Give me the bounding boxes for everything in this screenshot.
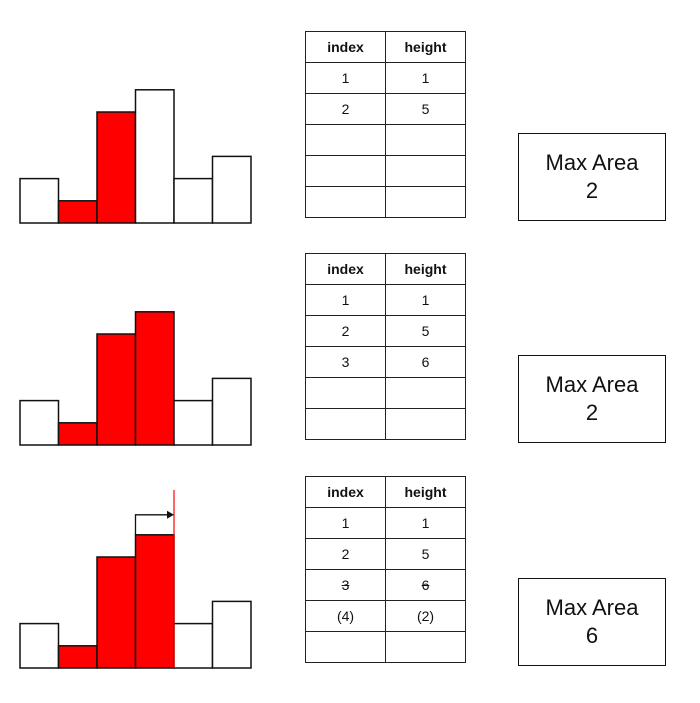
- cell-height: 1: [385, 284, 466, 316]
- header-index: index: [305, 476, 386, 508]
- cell-index: (4): [305, 600, 386, 632]
- histogram: [19, 311, 252, 446]
- histogram-bar: [173, 399, 214, 446]
- histogram-bar: [211, 600, 252, 669]
- histogram-bar: [19, 177, 60, 224]
- histogram-bar-highlighted: [57, 200, 98, 224]
- cell-index: 2: [305, 538, 386, 570]
- cell-index: 1: [305, 62, 386, 94]
- cell-height: 5: [385, 538, 466, 570]
- cell-index: [305, 155, 386, 187]
- histogram-bar-highlighted: [134, 311, 175, 446]
- cell-index: 1: [305, 507, 386, 539]
- max-area-label: Max Area: [545, 595, 639, 620]
- cell-height: (2): [385, 600, 466, 632]
- header-height: height: [385, 476, 466, 508]
- width-arrow-icon: [134, 510, 174, 535]
- table-row: [305, 377, 466, 409]
- histogram-bar-highlighted: [96, 333, 137, 446]
- histogram-bar-highlighted: [96, 556, 137, 669]
- cell-index: 3: [305, 569, 386, 601]
- cell-height: 6: [385, 346, 466, 378]
- table-row: [305, 186, 466, 218]
- histogram: [19, 490, 252, 669]
- max-area-value: 2: [585, 400, 599, 425]
- max-area-label: Max Area: [545, 372, 639, 397]
- histogram: [19, 89, 252, 224]
- histogram-bar: [211, 377, 252, 446]
- table-row: [305, 155, 466, 187]
- header-index: index: [305, 31, 386, 63]
- table-row: [305, 124, 466, 156]
- histogram-bar: [211, 155, 252, 224]
- cell-height: 1: [385, 507, 466, 539]
- cell-height: [385, 631, 466, 663]
- cell-height: 6: [385, 569, 466, 601]
- max-area-box: Max Area 6: [518, 578, 666, 666]
- histogram-bar-highlighted: [57, 422, 98, 446]
- histogram-bar-highlighted: [134, 534, 175, 669]
- histogram-bar: [19, 622, 60, 669]
- histogram-bar: [134, 89, 175, 224]
- cell-height: 5: [385, 315, 466, 347]
- cell-index: 1: [305, 284, 386, 316]
- histogram-bar-highlighted: [57, 645, 98, 669]
- table-row: (4) (2): [305, 600, 466, 632]
- cell-index: 2: [305, 315, 386, 347]
- table-row: [305, 408, 466, 440]
- cell-index: [305, 186, 386, 218]
- cell-height: [385, 377, 466, 409]
- header-index: index: [305, 253, 386, 285]
- cell-height: [385, 155, 466, 187]
- max-area-value: 2: [585, 178, 599, 203]
- max-area-value: 6: [585, 623, 599, 648]
- max-area-label: Max Area: [545, 150, 639, 175]
- table-row: [305, 631, 466, 663]
- cell-index: 3: [305, 346, 386, 378]
- cell-index: [305, 408, 386, 440]
- max-area-box: Max Area 2: [518, 355, 666, 443]
- cell-index: [305, 631, 386, 663]
- histogram-bar: [19, 399, 60, 446]
- histogram-bar: [173, 622, 214, 669]
- cell-height: 5: [385, 93, 466, 125]
- cell-index: [305, 124, 386, 156]
- histogram-bar: [173, 177, 214, 224]
- cell-index: [305, 377, 386, 409]
- cell-height: [385, 124, 466, 156]
- max-area-box: Max Area 2: [518, 133, 666, 221]
- cell-index: 2: [305, 93, 386, 125]
- header-height: height: [385, 31, 466, 63]
- cell-height: 1: [385, 62, 466, 94]
- cell-height: [385, 408, 466, 440]
- cell-height: [385, 186, 466, 218]
- header-height: height: [385, 253, 466, 285]
- histogram-bar-highlighted: [96, 111, 137, 224]
